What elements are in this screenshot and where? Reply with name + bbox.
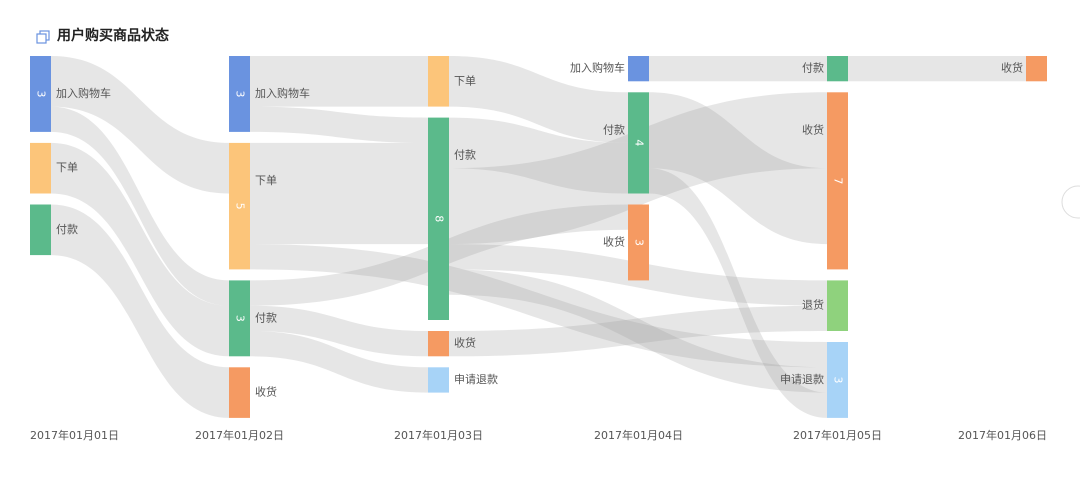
chart-title: 用户购买商品状态 xyxy=(57,27,169,44)
node-value: 3 xyxy=(633,239,646,246)
node-value: 4 xyxy=(633,139,646,146)
node xyxy=(229,367,250,418)
link xyxy=(649,168,827,418)
node-label: 申请退款 xyxy=(454,372,498,386)
link xyxy=(250,331,428,393)
node xyxy=(827,92,848,270)
node xyxy=(229,56,250,132)
node xyxy=(30,56,51,132)
node xyxy=(428,56,449,107)
x-axis-label: 2017年01月06日 xyxy=(958,428,1047,442)
node xyxy=(827,56,848,82)
link xyxy=(51,142,229,357)
links xyxy=(51,56,1026,418)
node-label: 收货 xyxy=(1001,61,1023,75)
node-label: 收货 xyxy=(603,234,625,248)
node-label: 加入购物车 xyxy=(255,86,310,100)
link xyxy=(449,56,628,143)
node xyxy=(628,56,649,82)
link xyxy=(449,117,628,194)
node xyxy=(30,204,51,256)
node-label: 下单 xyxy=(454,74,476,87)
link xyxy=(51,204,229,418)
node xyxy=(428,117,449,320)
node xyxy=(827,342,848,418)
link xyxy=(250,56,428,107)
node xyxy=(428,367,449,393)
node-value: 5 xyxy=(234,203,247,210)
link xyxy=(649,92,827,245)
node-label: 付款 xyxy=(454,148,476,162)
node-label: 付款 xyxy=(255,310,277,324)
node xyxy=(229,142,250,270)
link xyxy=(250,305,428,357)
node-value: 7 xyxy=(832,177,845,184)
link xyxy=(449,305,827,357)
node-label: 加入购物车 xyxy=(56,86,111,100)
link xyxy=(449,269,827,393)
node xyxy=(827,280,848,331)
node-label: 下单 xyxy=(255,174,277,187)
title-icon xyxy=(36,30,50,44)
node-label: 收货 xyxy=(454,336,476,350)
link xyxy=(250,142,428,245)
node-value: 3 xyxy=(832,376,845,383)
node-label: 付款 xyxy=(802,61,824,75)
link xyxy=(250,106,428,143)
node-label: 付款 xyxy=(56,222,78,236)
link xyxy=(848,56,1026,82)
node-value: 3 xyxy=(234,90,247,97)
link xyxy=(250,244,827,368)
node xyxy=(1026,56,1047,82)
node xyxy=(428,331,449,357)
link xyxy=(649,56,827,82)
node-label: 申请退款 xyxy=(780,372,824,386)
node-label: 加入购物车 xyxy=(570,61,625,75)
node xyxy=(628,92,649,194)
link xyxy=(51,106,229,306)
node-value: 3 xyxy=(35,90,48,97)
node-label: 退货 xyxy=(802,298,824,312)
x-axis-label: 2017年01月05日 xyxy=(793,428,882,442)
x-axis-label: 2017年01月03日 xyxy=(394,428,483,442)
node-value: 3 xyxy=(234,315,247,322)
link xyxy=(51,56,229,194)
node xyxy=(229,280,250,357)
x-axis-label: 2017年01月02日 xyxy=(195,428,284,442)
node-label: 收货 xyxy=(255,385,277,399)
node xyxy=(628,204,649,281)
node-label: 收货 xyxy=(802,122,824,136)
x-axis-label: 2017年01月01日 xyxy=(30,428,119,442)
node-value: 8 xyxy=(433,215,446,222)
nodes: 加入购物车3下单付款加入购物车3下单5付款3收货下单付款8收货申请退款加入购物车… xyxy=(30,56,1047,418)
x-axis-label: 2017年01月04日 xyxy=(594,428,683,442)
node xyxy=(30,142,51,194)
scroll-button[interactable] xyxy=(1061,185,1080,219)
node-label: 付款 xyxy=(603,122,625,136)
node-label: 下单 xyxy=(56,161,78,174)
